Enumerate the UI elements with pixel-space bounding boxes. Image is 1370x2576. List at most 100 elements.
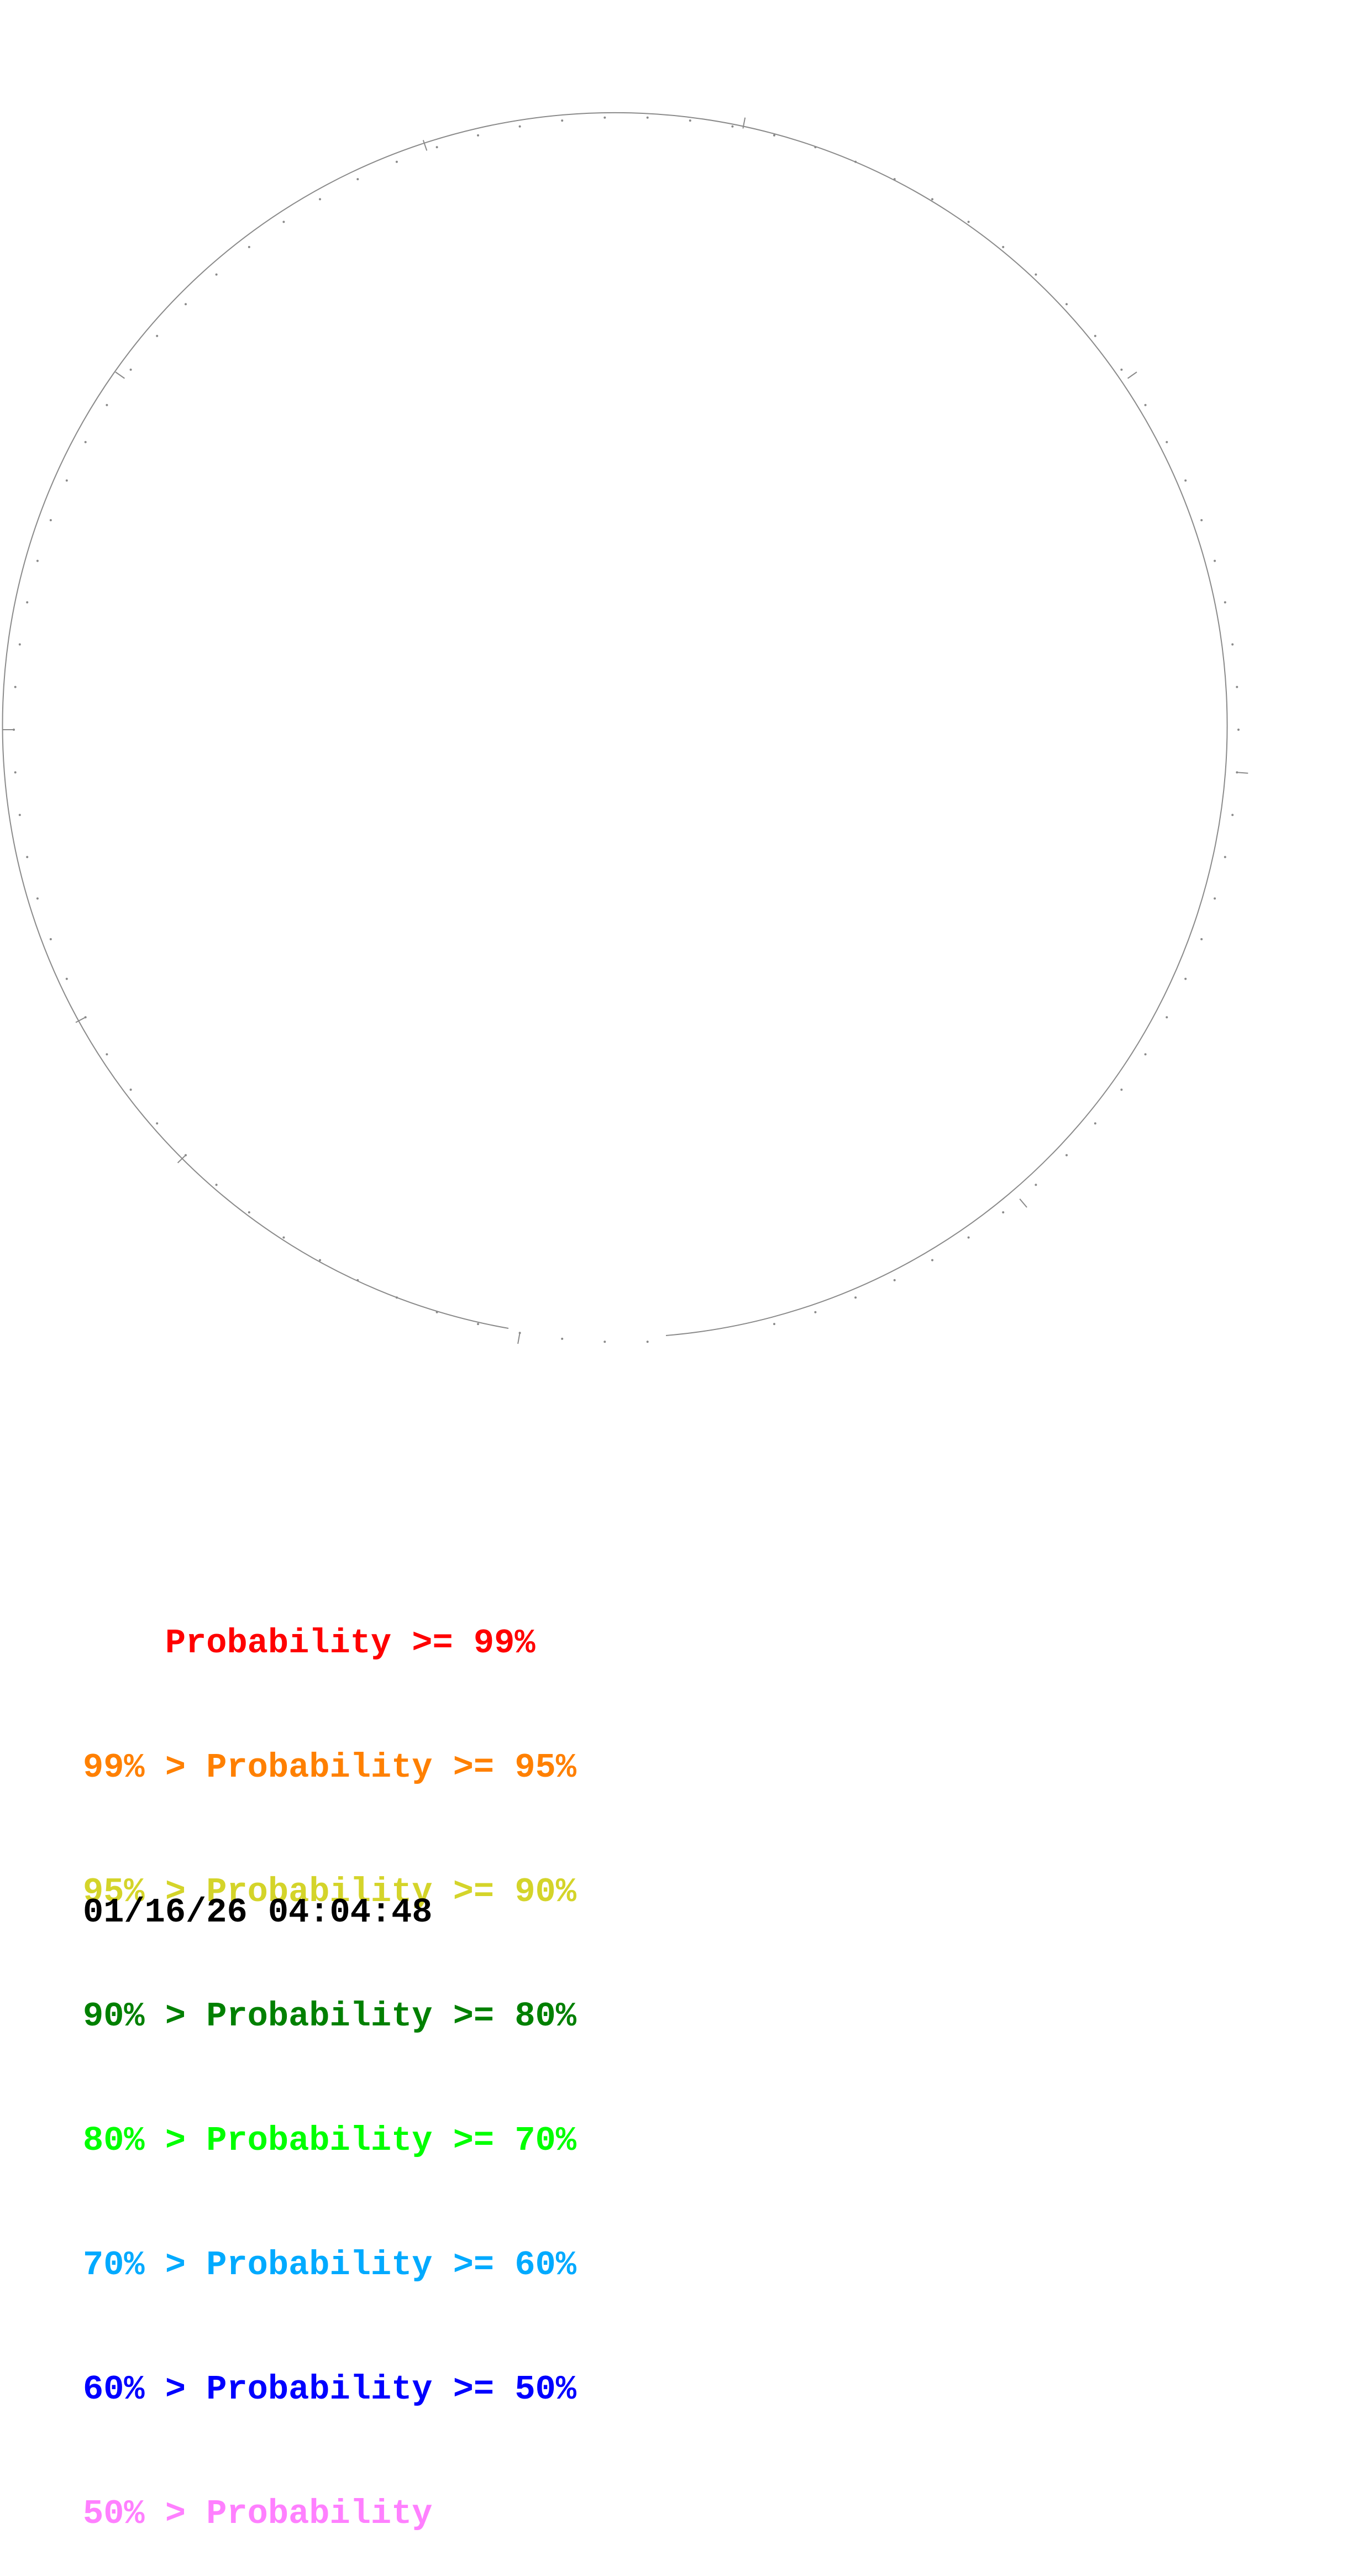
backbone-stem [1019, 1198, 1027, 1208]
backbone-tick [282, 221, 285, 223]
backbone-tick [18, 814, 21, 816]
backbone-tick [1166, 441, 1168, 443]
backbone-tick [603, 116, 606, 119]
backbone-tick [561, 119, 564, 122]
backbone-tick [1200, 519, 1203, 521]
backbone-tick [26, 856, 29, 858]
backbone-tick [356, 178, 359, 181]
backbone-tick [14, 685, 17, 688]
backbone-tick [814, 146, 817, 149]
legend-row-ge99: Probability >= 99% [165, 1624, 536, 1663]
backbone-tick [931, 1259, 933, 1261]
backbone-tick [106, 1053, 108, 1056]
legend-row-lt50: 50% > Probability [83, 2494, 433, 2533]
backbone-tick [395, 160, 398, 163]
backbone-tick [36, 897, 39, 900]
backbone-tick [65, 479, 68, 482]
backbone-tick [1065, 303, 1068, 306]
backbone-tick [967, 221, 970, 223]
backbone-tick [1094, 334, 1096, 337]
backbone-tick [106, 404, 108, 406]
backbone-tick [731, 125, 734, 128]
backbone-tick [14, 771, 17, 774]
backbone-tick [435, 146, 438, 149]
backbone-stems [3, 117, 1248, 1344]
backbone-stem [177, 1154, 186, 1164]
backbone-tick [814, 1311, 817, 1313]
backbone-tick [967, 1236, 970, 1239]
backbone-tick [773, 1323, 775, 1326]
probability-legend: Probability >= 99% 99% > Probability >= … [83, 1540, 576, 2576]
backbone-tick [26, 601, 29, 604]
backbone-tick [773, 134, 775, 137]
backbone-tick [1002, 245, 1005, 248]
backbone-stem [115, 371, 125, 379]
backbone-tick [49, 938, 52, 940]
backbone-tick [561, 1337, 564, 1340]
backbone-tick [215, 1184, 218, 1186]
backbone-tick [156, 1122, 159, 1125]
backbone-tick [1214, 559, 1216, 562]
legend-row-70-80: 80% > Probability >= 70% [83, 2121, 576, 2160]
backbone-tick [36, 559, 39, 562]
backbone-tick [18, 643, 21, 646]
timestamp: 01/16/26 04:04:48 [83, 1893, 433, 1932]
backbone-tick [49, 519, 52, 521]
backbone-tick [65, 977, 68, 980]
backbone-tick [319, 198, 321, 201]
backbone-tick [215, 273, 218, 276]
backbone-tick [518, 125, 521, 128]
backbone-tick [1166, 1016, 1168, 1019]
backbone-tick [84, 441, 87, 443]
backbone-tick [1120, 368, 1123, 371]
backbone-tick [646, 116, 649, 119]
backbone-tick [477, 134, 479, 137]
backbone-stem [517, 1333, 521, 1344]
backbone-tick [1237, 729, 1240, 731]
backbone-stem [75, 1017, 86, 1023]
backbone-tick [931, 198, 933, 201]
backbone-tick [129, 368, 132, 371]
backbone-tick [1002, 1211, 1005, 1214]
backbone-tick [893, 1279, 896, 1281]
backbone-tick [689, 119, 691, 122]
backbone-tick [1224, 601, 1226, 604]
backbone-tick [1236, 685, 1238, 688]
backbone-tick [1231, 643, 1234, 646]
backbone-tick [356, 1279, 359, 1281]
backbone-tick [1184, 977, 1187, 980]
backbone-stem [422, 140, 428, 151]
backbone-tick [319, 1259, 321, 1261]
backbone-tick [248, 1211, 250, 1214]
backbone-tick [282, 1236, 285, 1239]
backbone-tick [1144, 404, 1147, 406]
backbone-tick [185, 303, 187, 306]
backbone-tick [156, 334, 159, 337]
backbone-tick [1224, 856, 1226, 858]
backbone-tick [435, 1311, 438, 1313]
backbone-stem [742, 117, 746, 129]
backbone-tick [646, 1341, 649, 1343]
backbone-tick [1200, 938, 1203, 940]
structure-backbone [2, 112, 1228, 1336]
backbone-tick [1184, 479, 1187, 482]
backbone-tick [1065, 1154, 1068, 1156]
backbone-tick [854, 160, 857, 163]
backbone-tick [1231, 814, 1234, 816]
backbone-stem [1127, 371, 1137, 379]
legend-row-50-60: 60% > Probability >= 50% [83, 2370, 576, 2409]
backbone-tick [893, 178, 896, 181]
backbone-tick [854, 1296, 857, 1299]
backbone-stem [1237, 772, 1248, 774]
backbone-tick [1144, 1053, 1147, 1056]
backbone-tick [477, 1323, 479, 1326]
circular-structure-diagram [2, 112, 1248, 1344]
backbone-tick [1120, 1088, 1123, 1091]
backbone-tick [248, 245, 250, 248]
backbone-tick [603, 1341, 606, 1343]
backbone-ticks [13, 116, 1240, 1343]
backbone-tick [1035, 273, 1037, 276]
legend-row-90-95: 95% > Probability >= 90% [83, 1872, 576, 1912]
backbone-tick [1035, 1184, 1037, 1186]
backbone-tick [129, 1088, 132, 1091]
